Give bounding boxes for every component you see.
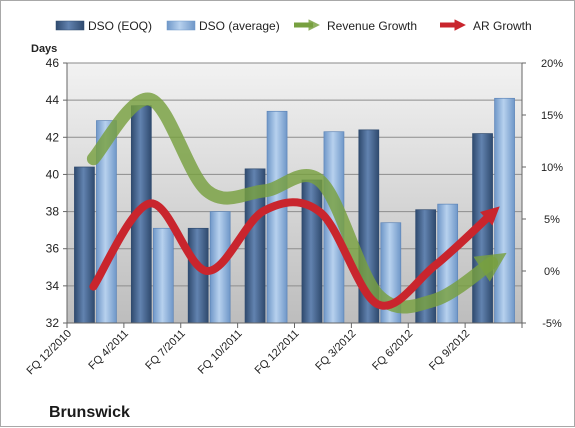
bar-dso-eoq-fq-12-2010: [74, 166, 95, 324]
x-tick-label: FQ 12/2010: [25, 328, 75, 378]
x-tick-label: FQ 10/2011: [196, 328, 245, 377]
y-axis-title: Days: [31, 43, 57, 55]
bar-dso-eoq-fq-7-2011: [187, 227, 209, 324]
legend-item-dso-average: DSO (average): [166, 19, 280, 33]
left-tick-label: 44: [46, 93, 60, 107]
x-tick-label: FQ 7/2011: [143, 328, 188, 373]
legend: DSO (EOQ) DSO (average) Revenue Growth A…: [55, 19, 532, 33]
left-tick-label: 42: [46, 130, 60, 144]
line-series-group: [86, 92, 507, 314]
legend-item-ar-growth: AR Growth: [440, 19, 532, 33]
right-tick-label: 15%: [541, 110, 563, 122]
left-tick-label: 46: [46, 56, 60, 70]
bar-dso-average-fq-9-2012: [494, 97, 515, 324]
right-tick-label: 20%: [541, 58, 563, 70]
legend-label-revenue-growth: Revenue Growth: [327, 19, 417, 33]
right-tick-label: -5%: [542, 318, 562, 330]
legend-label-ar-growth: AR Growth: [473, 19, 532, 33]
x-axis: FQ 12/2010 FQ 4/2011 FQ 7/2011 FQ 10/2011 FQ…: [25, 322, 523, 378]
right-axis: -5% 0% 5% 10% 15% 20%: [521, 58, 563, 330]
legend-swatch-dso-average: [166, 20, 196, 31]
left-tick-label: 38: [46, 205, 60, 219]
left-tick-label: 32: [46, 316, 60, 330]
line-revenue-growth: [86, 92, 507, 314]
left-tick-label: 36: [46, 242, 60, 256]
left-axis: 32 34 36 38 40 42 44 46: [46, 56, 68, 330]
right-tick-label: 0%: [544, 266, 560, 278]
x-tick-label: FQ 12/2011: [253, 328, 302, 377]
x-tick-label: FQ 6/2012: [370, 328, 415, 373]
left-tick-label: 34: [46, 279, 60, 293]
x-tick-label: FQ 9/2012: [427, 328, 472, 373]
legend-item-revenue-growth: Revenue Growth: [294, 19, 417, 33]
legend-label-dso-average: DSO (average): [199, 19, 280, 33]
legend-label-dso-eoq: DSO (EOQ): [88, 19, 152, 33]
legend-swatch-dso-eoq: [55, 20, 85, 31]
bar-dso-average-fq-10-2011: [266, 110, 288, 324]
line-ar-growth: [89, 198, 500, 310]
right-tick-label: 10%: [541, 162, 563, 174]
x-tick-label: FQ 4/2011: [86, 328, 131, 373]
x-tick-label: FQ 3/2012: [313, 328, 358, 373]
left-tick-label: 40: [46, 167, 60, 181]
company-label: Brunswick: [49, 404, 130, 421]
bar-dso-average-fq-4-2011: [152, 227, 174, 324]
right-tick-label: 5%: [544, 214, 560, 226]
legend-item-dso-eoq: DSO (EOQ): [55, 19, 152, 33]
